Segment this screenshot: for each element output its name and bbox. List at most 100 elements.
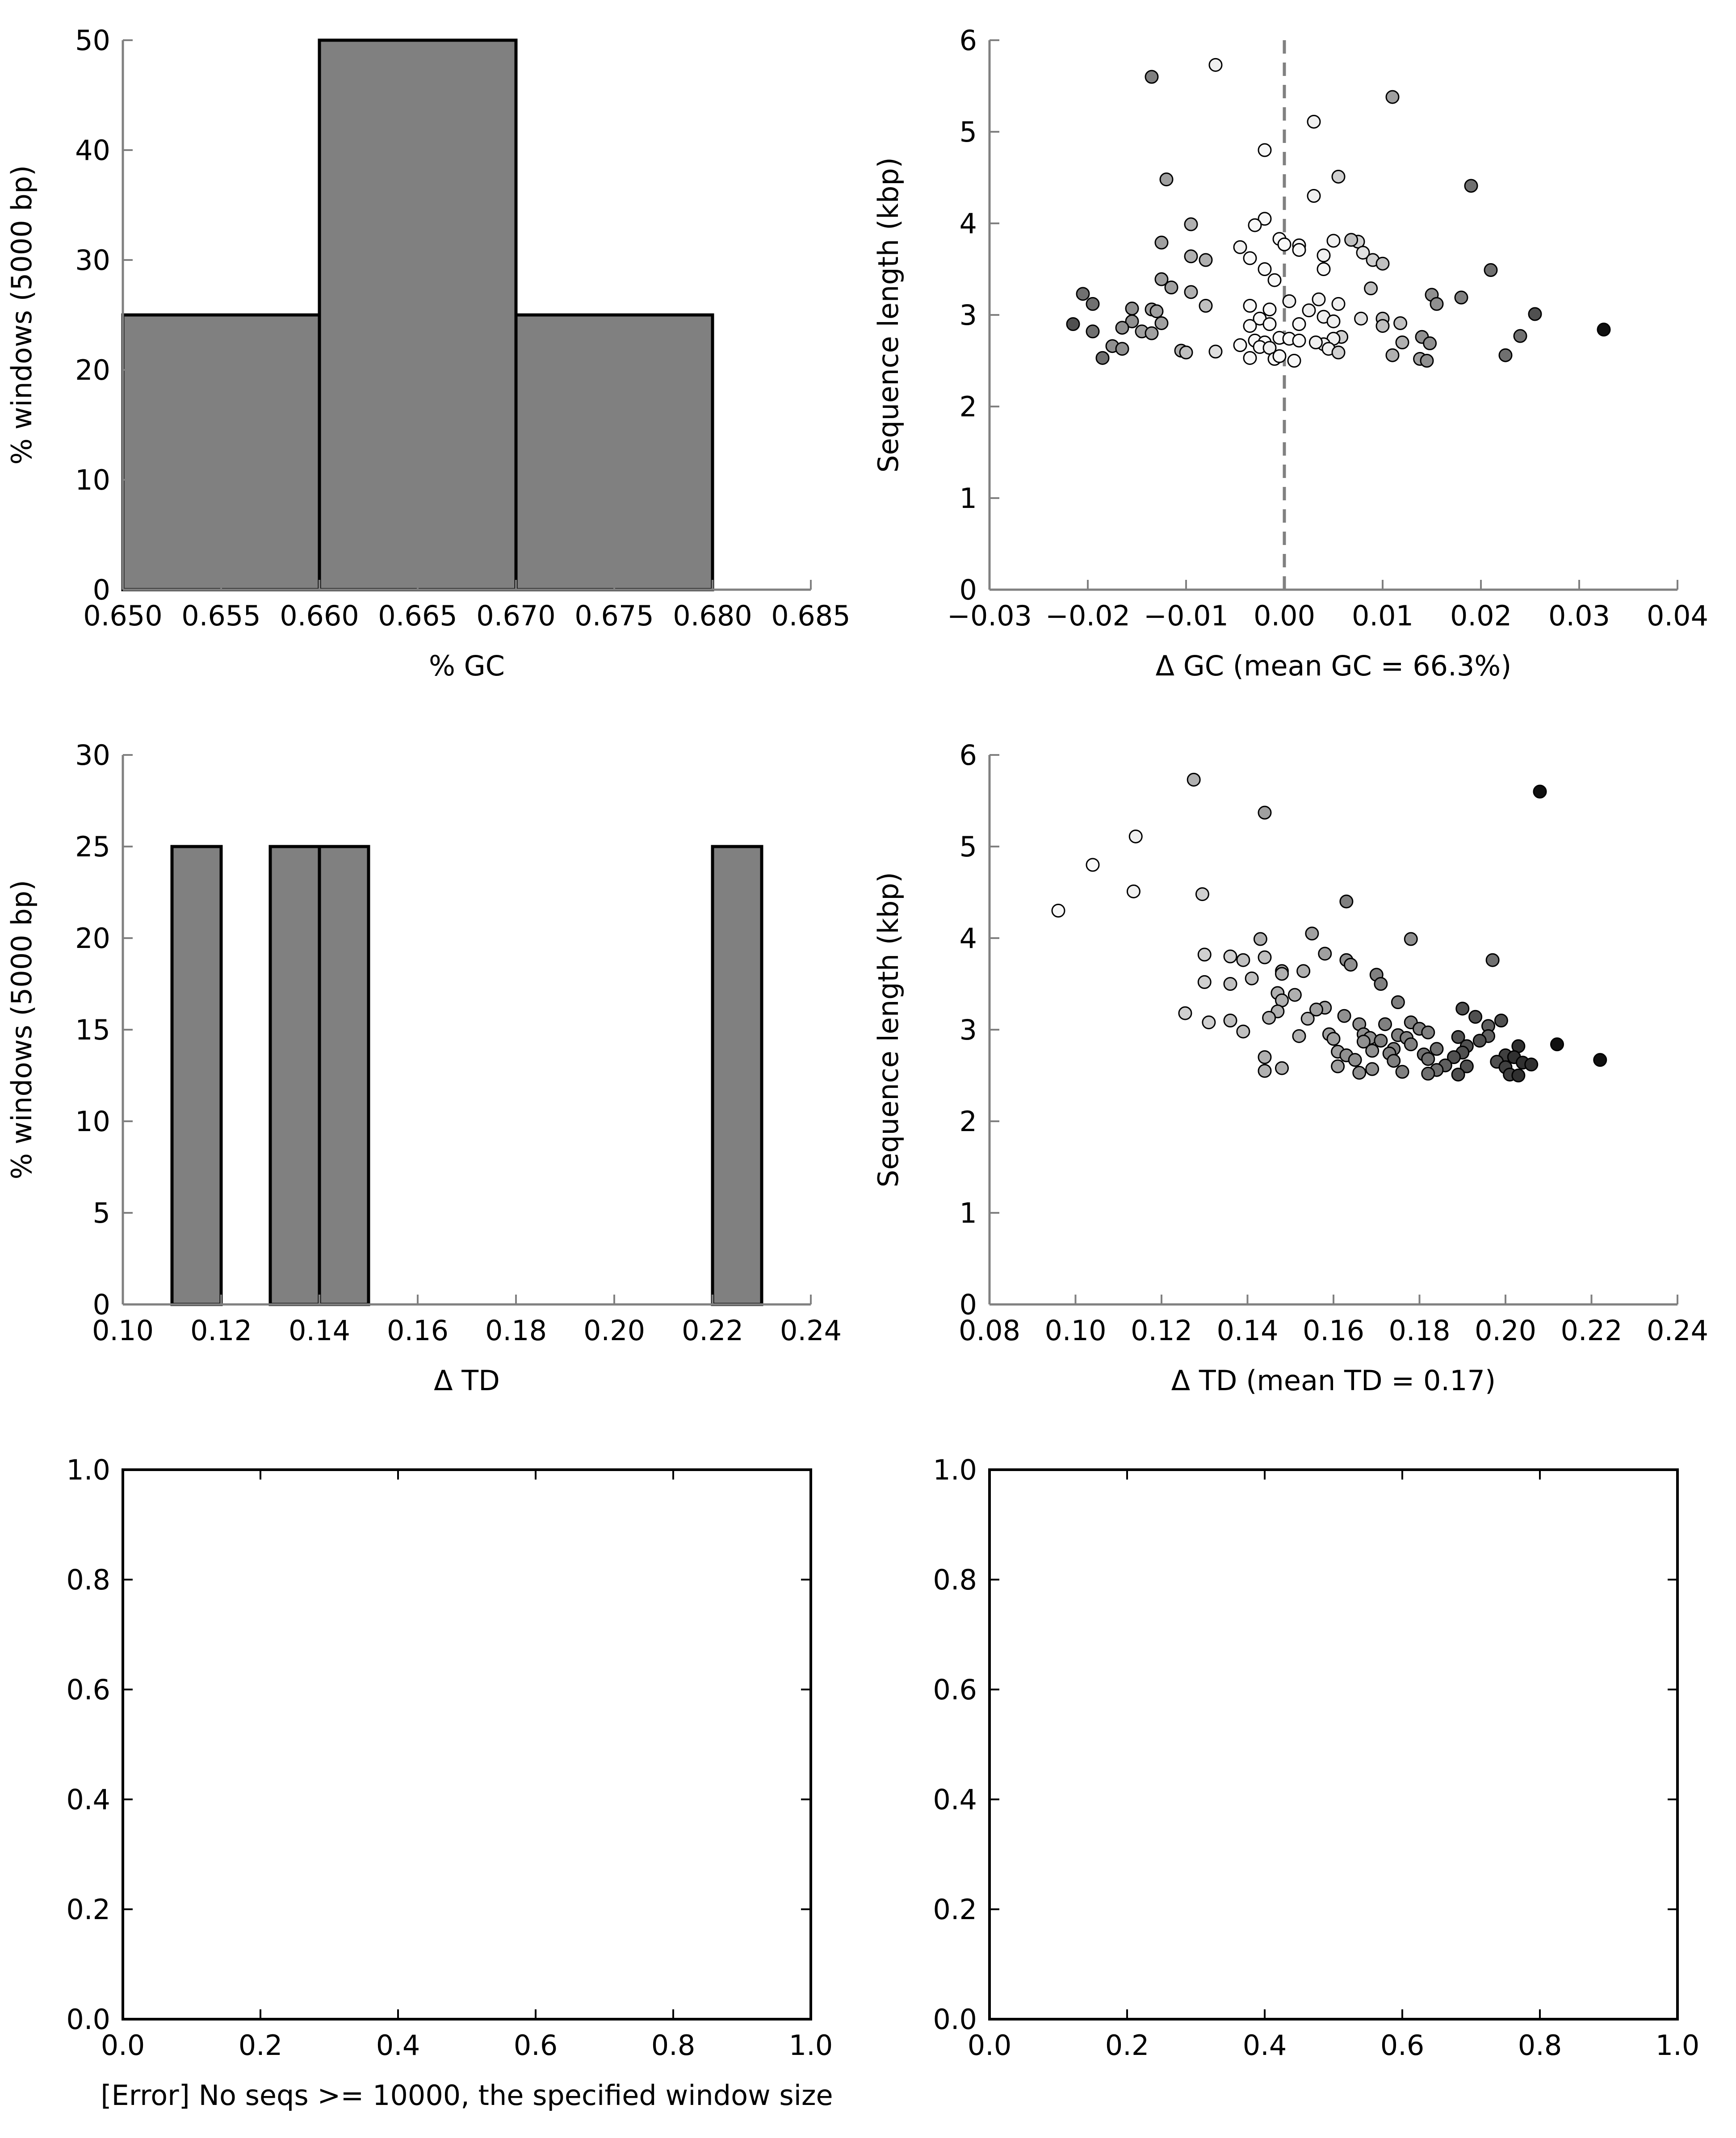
chart-td-hist: 0.10 0.12 0.14 0.16 0.18 0.20 0.22 0.24 0 5 10 15 20… bbox=[5, 739, 842, 1397]
x-tick-label: 0.00 bbox=[1254, 599, 1315, 632]
scatter-point bbox=[1484, 263, 1498, 277]
y-tick-label: 20 bbox=[75, 354, 110, 386]
scatter-point bbox=[1125, 314, 1139, 328]
scatter-point bbox=[1243, 351, 1257, 365]
x-tick-label: 0.670 bbox=[476, 599, 556, 632]
scatter-point bbox=[1421, 1025, 1435, 1040]
scatter-point bbox=[1149, 304, 1164, 319]
scatter-point bbox=[1385, 90, 1400, 104]
y-tick-label: 3 bbox=[960, 299, 977, 331]
scatter-point bbox=[1430, 297, 1444, 311]
scatter-point bbox=[1223, 1014, 1237, 1027]
x-tick-label: 0.2 bbox=[1105, 2029, 1149, 2062]
scatter-point bbox=[1258, 1050, 1272, 1064]
scatter-point bbox=[1159, 172, 1174, 187]
scatter-point bbox=[1337, 1009, 1351, 1023]
y-tick-label: 2 bbox=[960, 1105, 977, 1138]
x-tick-label: 0.22 bbox=[682, 1314, 743, 1347]
y-tick-label: 0.4 bbox=[933, 1783, 977, 1816]
x-tick-label: 0.16 bbox=[387, 1314, 449, 1347]
scatter-point bbox=[1404, 932, 1418, 946]
x-tick-label: 0.650 bbox=[83, 599, 163, 632]
scatter-point bbox=[1326, 314, 1341, 328]
scatter-point bbox=[1253, 932, 1267, 946]
scatter-point bbox=[1115, 342, 1129, 356]
x-tick-label: 0.665 bbox=[378, 599, 457, 632]
scatter-point bbox=[1375, 256, 1390, 271]
scatter-point bbox=[1236, 953, 1250, 967]
scatter-point bbox=[1387, 1054, 1401, 1068]
x-axis-label: Δ TD (mean TD = 0.17) bbox=[1171, 1364, 1496, 1397]
x-tick-label: 0.10 bbox=[92, 1314, 154, 1347]
chart-td-scatter: 0.08 0.10 0.12 0.14 0.16 0.18 0.20 0.22 0.24 0 1 2 3… bbox=[872, 739, 1708, 1397]
x-tick-label: 0.12 bbox=[190, 1314, 252, 1347]
scatter-point bbox=[1267, 273, 1282, 287]
y-tick-label: 0 bbox=[960, 1288, 977, 1321]
scatter-point bbox=[1125, 302, 1139, 316]
scatter-point bbox=[1354, 311, 1368, 326]
x-tick-label: 1.0 bbox=[789, 2029, 833, 2062]
scatter-point bbox=[1485, 953, 1500, 967]
scatter-point bbox=[1302, 303, 1316, 318]
scatter-point bbox=[1197, 975, 1212, 989]
scatter-point bbox=[1331, 169, 1346, 184]
scatter-point bbox=[1365, 1044, 1380, 1058]
histogram-bar bbox=[121, 313, 321, 591]
y-tick-label: 5 bbox=[960, 830, 977, 863]
y-tick-label: 6 bbox=[960, 739, 977, 771]
histogram-bar bbox=[170, 845, 223, 1306]
y-axis-label: % windows (5000 bp) bbox=[5, 165, 38, 465]
scatter-point bbox=[1317, 248, 1331, 263]
scatter-point bbox=[1272, 349, 1287, 363]
scatter-point bbox=[1292, 317, 1306, 331]
x-tick-label: −0.01 bbox=[1144, 599, 1229, 632]
y-tick-label: 0.8 bbox=[933, 1564, 977, 1596]
histogram-bar bbox=[268, 845, 321, 1306]
x-tick-label: 0.680 bbox=[673, 599, 752, 632]
scatter-point bbox=[1223, 949, 1237, 964]
scatter-point bbox=[1385, 348, 1400, 362]
scatter-point bbox=[1199, 253, 1213, 267]
x-axis-label: [Error] No seqs >= 10000, the specified … bbox=[101, 2079, 833, 2112]
y-axis-label: Sequence length (kbp) bbox=[872, 872, 905, 1187]
y-tick-label: 0 bbox=[93, 1288, 110, 1321]
x-tick-label: 0.18 bbox=[1388, 1314, 1450, 1347]
scatter-point bbox=[1258, 143, 1272, 157]
scatter-point bbox=[1468, 1010, 1483, 1024]
x-tick-label: 0.08 bbox=[959, 1314, 1020, 1347]
scatter-point bbox=[1086, 324, 1100, 339]
scatter-point bbox=[1243, 299, 1257, 313]
scatter-point bbox=[1344, 233, 1359, 247]
scatter-point bbox=[1421, 1066, 1435, 1081]
scatter-point bbox=[1179, 345, 1193, 360]
scatter-point bbox=[1245, 971, 1259, 985]
scatter-point bbox=[1472, 1034, 1487, 1048]
scatter-point bbox=[1223, 977, 1237, 991]
y-tick-label: 15 bbox=[75, 1014, 110, 1046]
scatter-point bbox=[1154, 235, 1169, 250]
scatter-point bbox=[1455, 1002, 1470, 1016]
scatter-point bbox=[1233, 240, 1247, 254]
chart-empty-left: 0.0 0.2 0.4 0.6 0.8 1.0 0.0 0.2 0.4 0.6 0.8 1.0 [Err… bbox=[66, 1454, 833, 2112]
y-tick-label: 0.0 bbox=[66, 2003, 110, 2036]
scatter-point bbox=[1243, 251, 1257, 265]
scatter-point bbox=[1154, 272, 1169, 286]
scatter-point bbox=[1423, 336, 1437, 351]
scatter-point bbox=[1326, 234, 1341, 248]
chart-empty-right: 0.0 0.2 0.4 0.6 0.8 1.0 0.0 0.2 0.4 0.6 0.8 1.0 bbox=[933, 1454, 1699, 2062]
scatter-point bbox=[1258, 212, 1272, 226]
scatter-point bbox=[1145, 326, 1159, 340]
x-tick-label: 0.2 bbox=[239, 2029, 283, 2062]
scatter-point bbox=[1393, 316, 1408, 330]
scatter-point bbox=[1533, 784, 1547, 799]
chart-gc-hist: 0.650 0.655 0.660 0.665 0.670 0.675 0.680 0.685… bbox=[5, 24, 851, 682]
scatter-point bbox=[1375, 319, 1390, 333]
scatter-point bbox=[1305, 926, 1319, 941]
scatter-point bbox=[1331, 345, 1346, 360]
y-tick-label: 25 bbox=[75, 830, 110, 863]
scatter-point bbox=[1365, 1062, 1380, 1076]
histogram-bar bbox=[514, 313, 714, 591]
y-tick-label: 1 bbox=[960, 482, 977, 515]
x-tick-label: 0.18 bbox=[485, 1314, 547, 1347]
y-tick-label: 1.0 bbox=[933, 1454, 977, 1486]
